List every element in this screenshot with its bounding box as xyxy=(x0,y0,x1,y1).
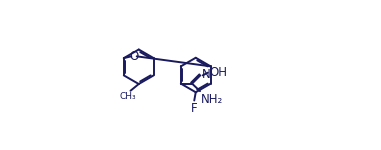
Text: N: N xyxy=(202,68,210,81)
Text: OH: OH xyxy=(209,66,227,79)
Text: NH₂: NH₂ xyxy=(201,93,223,106)
Text: O: O xyxy=(130,50,139,63)
Text: F: F xyxy=(190,102,197,115)
Text: CH₃: CH₃ xyxy=(120,92,136,101)
